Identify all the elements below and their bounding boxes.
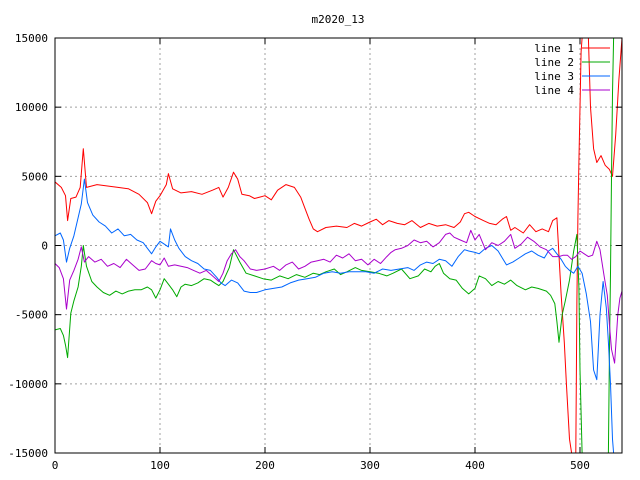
series-line-2: [607, 38, 615, 453]
series-line-1: [587, 38, 622, 177]
x-tick-label: 300: [360, 459, 380, 472]
series-line-1: [55, 148, 573, 453]
x-tick-label: 100: [150, 459, 170, 472]
series-line-3: [55, 178, 615, 453]
y-tick-label: -10000: [8, 378, 48, 391]
series-line-4: [55, 229, 622, 364]
x-tick-label: 500: [570, 459, 590, 472]
chart-title: m2020_13: [312, 13, 365, 26]
legend-label-1: line 1: [534, 42, 574, 55]
y-tick-label: 15000: [15, 32, 48, 45]
grid: [55, 38, 622, 453]
axis-ticks: -15000 -10000 -5000 0 5000 10000 15000 0 100 200 3…: [8, 32, 622, 472]
x-tick-label: 0: [52, 459, 59, 472]
series-line-1: [575, 38, 583, 453]
y-tick-label: 10000: [15, 101, 48, 114]
legend-label-4: line 4: [534, 84, 574, 97]
x-tick-label: 400: [465, 459, 485, 472]
series-line-2: [55, 233, 583, 453]
y-tick-label: 0: [41, 240, 48, 253]
x-tick-label: 200: [255, 459, 275, 472]
y-tick-label: 5000: [22, 170, 49, 183]
legend-label-3: line 3: [534, 70, 574, 83]
y-tick-label: -5000: [15, 309, 48, 322]
y-tick-label: -15000: [8, 447, 48, 460]
legend-label-2: line 2: [534, 56, 574, 69]
series-layer: [55, 38, 622, 453]
